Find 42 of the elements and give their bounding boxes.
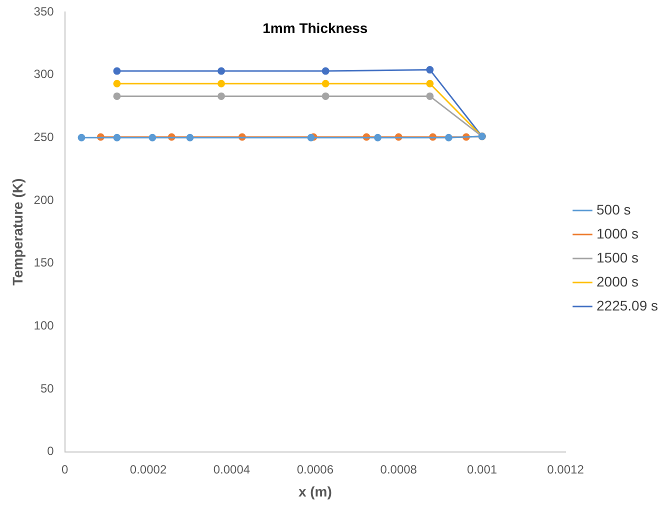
y-tick-label: 350 bbox=[34, 4, 54, 18]
point bbox=[307, 134, 315, 142]
y-tick-label: 100 bbox=[34, 318, 54, 332]
y-tick-label: 300 bbox=[34, 67, 54, 82]
point bbox=[218, 92, 226, 100]
x-tick-label: 0.0006 bbox=[296, 462, 334, 476]
point bbox=[426, 80, 434, 88]
x-tick-label: 0.0012 bbox=[547, 462, 584, 476]
point bbox=[322, 80, 330, 88]
x-tick-label: 0.0008 bbox=[380, 462, 418, 476]
point bbox=[444, 134, 452, 142]
point bbox=[186, 134, 194, 142]
x-tick-label: 0.0004 bbox=[213, 462, 250, 476]
legend-label: 1000 s bbox=[596, 225, 639, 242]
point bbox=[374, 134, 382, 142]
point bbox=[113, 80, 121, 88]
y-tick-label: 0 bbox=[47, 444, 54, 458]
point bbox=[426, 92, 434, 100]
x-tick-label: 0.001 bbox=[467, 462, 498, 476]
point bbox=[218, 80, 226, 88]
y-tick-label: 50 bbox=[40, 381, 54, 396]
point bbox=[426, 66, 434, 74]
y-tick-label: 150 bbox=[34, 256, 54, 270]
point bbox=[148, 134, 156, 142]
x-axis-title: x (m) bbox=[298, 483, 332, 500]
legend-label: 2225.09 s bbox=[596, 297, 658, 314]
y-tick-label: 200 bbox=[34, 192, 54, 207]
point bbox=[113, 92, 121, 100]
x-tick-label: 0 bbox=[61, 462, 68, 476]
x-tick-label: 0.0002 bbox=[130, 462, 167, 476]
point bbox=[218, 67, 226, 75]
point bbox=[113, 134, 121, 142]
legend-label: 1500 s bbox=[596, 249, 639, 266]
y-axis-title: Temperature (K) bbox=[9, 178, 26, 286]
point bbox=[113, 67, 121, 75]
legend-label: 500 s bbox=[596, 201, 631, 218]
text: 1mm Thickness bbox=[262, 20, 368, 36]
point bbox=[78, 134, 86, 142]
point bbox=[322, 92, 330, 100]
point bbox=[322, 67, 330, 75]
y-tick-label: 250 bbox=[34, 130, 54, 144]
legend-label: 2000 s bbox=[596, 273, 639, 290]
